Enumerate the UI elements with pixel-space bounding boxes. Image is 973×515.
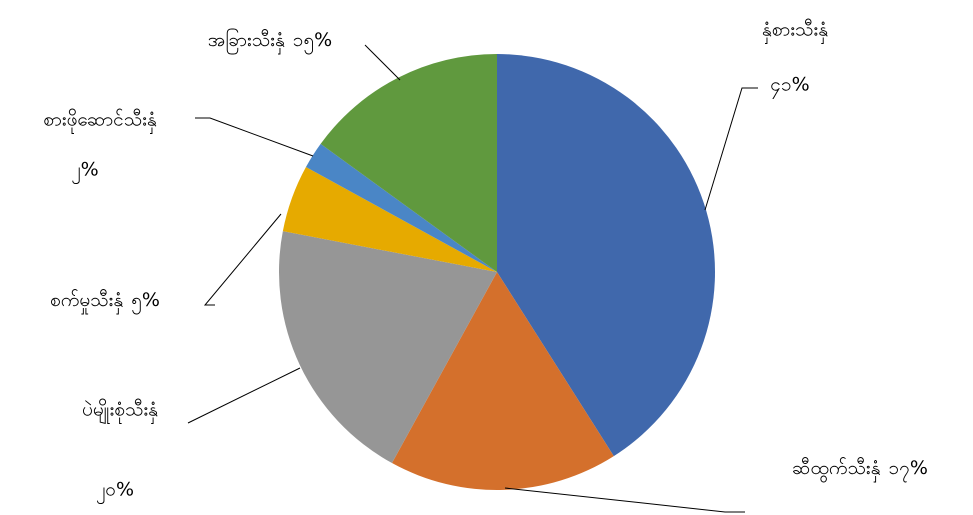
leader-line xyxy=(187,367,301,424)
slice-label-group: စက်မှုသီးနှံ ၅% xyxy=(50,288,160,315)
slice-value-label: ၁၇% xyxy=(888,457,927,483)
pie-slice xyxy=(391,272,614,490)
slice-label-group: ဆီထွက်သီးနှံ ၁၇% xyxy=(792,456,928,483)
slice-label: ဆီထွက်သီးနှံ xyxy=(792,456,881,483)
pie-slice xyxy=(497,54,715,457)
slice-label: စက်မှုသီးနှံ xyxy=(50,288,123,315)
slice-label-group: အခြားသီးနှံ ၁၅% xyxy=(208,27,332,55)
slice-label: နှံစားသီးနှံ xyxy=(762,18,828,45)
slice-value-label: ၅% xyxy=(131,289,160,315)
slice-label: ပဲမျိုးစုံသီးနှံ xyxy=(82,398,158,425)
slice-value-label: ၂% xyxy=(71,159,98,185)
pie-slice xyxy=(279,231,497,464)
pie-slice xyxy=(320,54,497,272)
slice-value-label: ၄၁% xyxy=(770,74,809,100)
leader-line xyxy=(504,487,745,513)
pie-slice xyxy=(305,143,497,272)
leader-line xyxy=(364,44,401,81)
pie-slice xyxy=(282,166,497,272)
leader-line xyxy=(203,213,282,306)
slice-value-label: ၁၅% xyxy=(293,29,332,55)
leader-line xyxy=(195,117,314,157)
slice-label: စားဖိုဆောင်သီးနှံ xyxy=(43,108,157,135)
slice-value-label: ၂၀% xyxy=(96,479,134,505)
slice-label: အခြားသီးနှံ xyxy=(208,27,285,55)
leader-line xyxy=(704,87,758,211)
